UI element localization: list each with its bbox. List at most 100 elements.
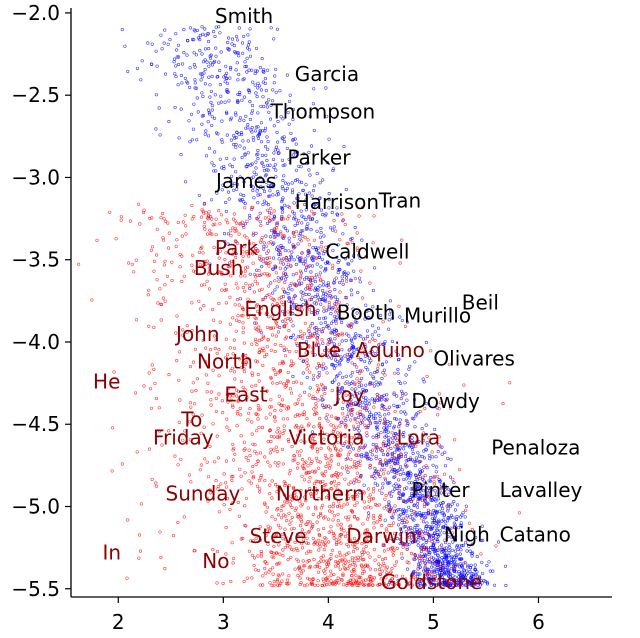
scatter-point [322,483,326,488]
scatter-point [232,248,236,252]
scatter-point [364,337,368,341]
scatter-point [288,468,292,472]
scatter-point [385,572,389,576]
scatter-point [321,367,325,371]
scatter-point [196,110,200,114]
scatter-point [266,147,270,151]
scatter-point [332,536,336,540]
scatter-point [243,60,247,64]
scatter-point [239,192,243,196]
scatter-point [272,37,276,41]
scatter-point [332,572,336,576]
scatter-point [360,401,364,405]
scatter-point [304,275,309,280]
scatter-point [371,497,375,501]
scatter-point [373,416,377,420]
scatter-point [271,256,276,260]
scatter-point [263,129,267,133]
scatter-point [318,422,322,426]
scatter-point [314,507,318,511]
scatter-point [161,236,165,240]
scatter-point [340,331,344,335]
scatter-point [210,217,214,221]
scatter-point [333,314,337,319]
scatter-point [284,322,288,326]
scatter-point [272,151,276,155]
scatter-point [446,562,450,566]
scatter-point [290,302,294,306]
scatter-point [240,220,244,224]
scatter-point [324,299,328,303]
scatter-point [320,338,324,342]
scatter-point [353,336,357,340]
scatter-point [384,461,388,466]
scatter-point [382,426,386,430]
scatter-point [299,581,303,585]
scatter-point [354,387,358,391]
scatter-point [389,465,393,469]
scatter-point [173,57,177,61]
scatter-point [328,509,332,513]
scatter-point [290,181,294,185]
scatter-point [356,403,361,407]
scatter-point [289,319,293,323]
scatter-point [402,434,406,438]
scatter-point [369,457,373,461]
scatter-point [344,187,348,192]
scatter-point [433,427,437,431]
scatter-point [340,348,344,352]
scatter-point [266,274,270,278]
scatter-point [355,420,359,424]
scatter-point [175,314,179,318]
scatter-point [170,278,174,283]
scatter-point [427,486,431,490]
scatter-point [336,449,340,453]
scatter-point [266,439,270,444]
scatter-point [365,434,369,438]
scatter-point [199,307,203,311]
scatter-point [356,517,360,521]
scatter-point [425,548,429,552]
scatter-point [291,324,295,328]
scatter-point [369,580,373,584]
scatter-point [266,542,270,546]
scatter-point [305,522,309,526]
word-label: Bush [194,256,244,280]
scatter-point [300,251,304,255]
scatter-point [475,554,479,559]
scatter-point [225,496,229,501]
scatter-point [264,201,268,205]
scatter-point [415,478,419,482]
scatter-point [190,138,194,142]
scatter-point [334,447,338,451]
scatter-point [315,342,319,347]
scatter-point [372,214,376,218]
scatter-point [414,524,418,528]
scatter-point [302,467,306,471]
scatter-point [414,491,418,495]
scatter-point [249,481,253,485]
scatter-point [250,371,254,375]
scatter-point [411,497,415,501]
scatter-point [301,458,305,462]
scatter-point [366,425,370,430]
word-label: He [93,369,120,393]
scatter-point [345,493,349,497]
scatter-point [264,510,268,514]
scatter-point [319,245,323,249]
scatter-point [343,222,347,227]
scatter-point [387,436,391,440]
scatter-point [298,356,302,360]
scatter-point [215,581,219,585]
scatter-point [345,279,349,283]
scatter-point [440,511,444,515]
scatter-point [349,337,353,341]
scatter-point [404,465,408,469]
scatter-point [283,267,287,271]
scatter-point [246,126,250,130]
scatter-point [467,544,471,548]
scatter-point [280,210,284,214]
scatter-point [322,569,326,573]
scatter-point [411,486,415,490]
scatter-point [188,26,192,30]
